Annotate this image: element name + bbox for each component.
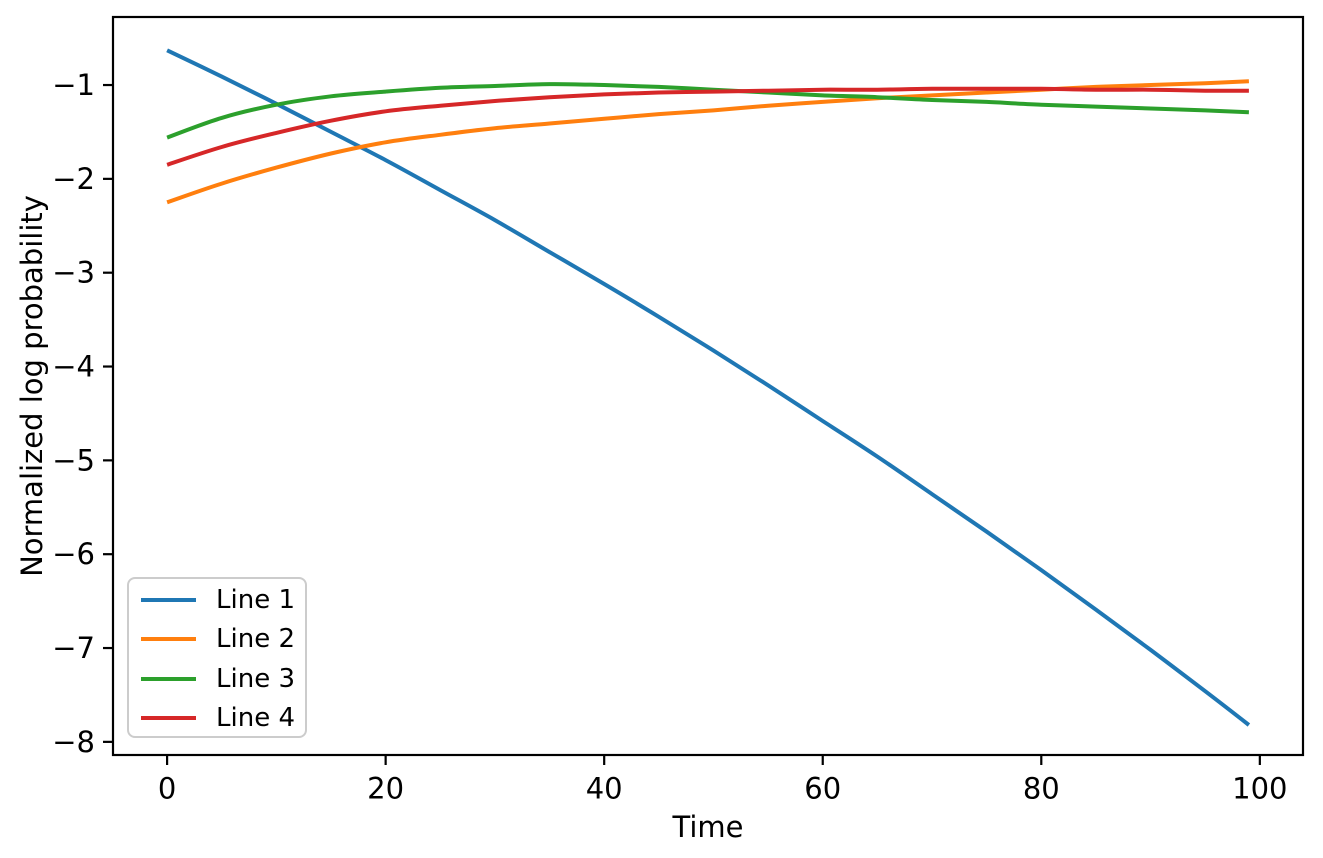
x-tick-label: 80 xyxy=(1023,772,1060,806)
y-tick-label: −6 xyxy=(52,537,95,571)
y-tick-label: −8 xyxy=(52,725,95,759)
legend-line-swatch xyxy=(141,637,196,642)
legend-item-2: Line 2 xyxy=(141,620,295,660)
legend: Line 1 Line 2 Line 3 Line 4 xyxy=(127,577,307,738)
legend-label: Line 1 xyxy=(216,584,295,615)
plot-border xyxy=(111,15,1305,757)
x-tick-label: 60 xyxy=(804,772,841,806)
series-line-2 xyxy=(166,79,1249,205)
series-line-1 xyxy=(166,48,1251,727)
y-tick-label: −7 xyxy=(52,631,95,665)
x-axis-label: Time xyxy=(672,810,744,844)
legend-label: Line 2 xyxy=(216,624,295,655)
legend-label: Line 3 xyxy=(216,663,295,694)
series-line-4 xyxy=(166,86,1249,167)
legend-label: Line 4 xyxy=(216,703,295,734)
y-tick-label: −4 xyxy=(52,350,95,384)
x-tick-label: 20 xyxy=(367,772,404,806)
legend-line-swatch xyxy=(141,716,196,721)
x-tick-label: 40 xyxy=(586,772,623,806)
y-tick-label: −1 xyxy=(52,68,95,102)
y-axis-label: Normalized log probability xyxy=(15,195,49,577)
legend-item-4: Line 4 xyxy=(141,699,295,739)
legend-item-3: Line 3 xyxy=(141,659,295,699)
legend-line-swatch xyxy=(141,597,196,602)
legend-item-1: Line 1 xyxy=(141,580,295,620)
x-tick-label: 0 xyxy=(158,772,176,806)
y-tick-label: −3 xyxy=(52,256,95,290)
legend-line-swatch xyxy=(141,676,196,681)
y-tick-label: −5 xyxy=(52,443,95,477)
y-tick-label: −2 xyxy=(52,162,95,196)
x-tick-label: 100 xyxy=(1232,772,1287,806)
